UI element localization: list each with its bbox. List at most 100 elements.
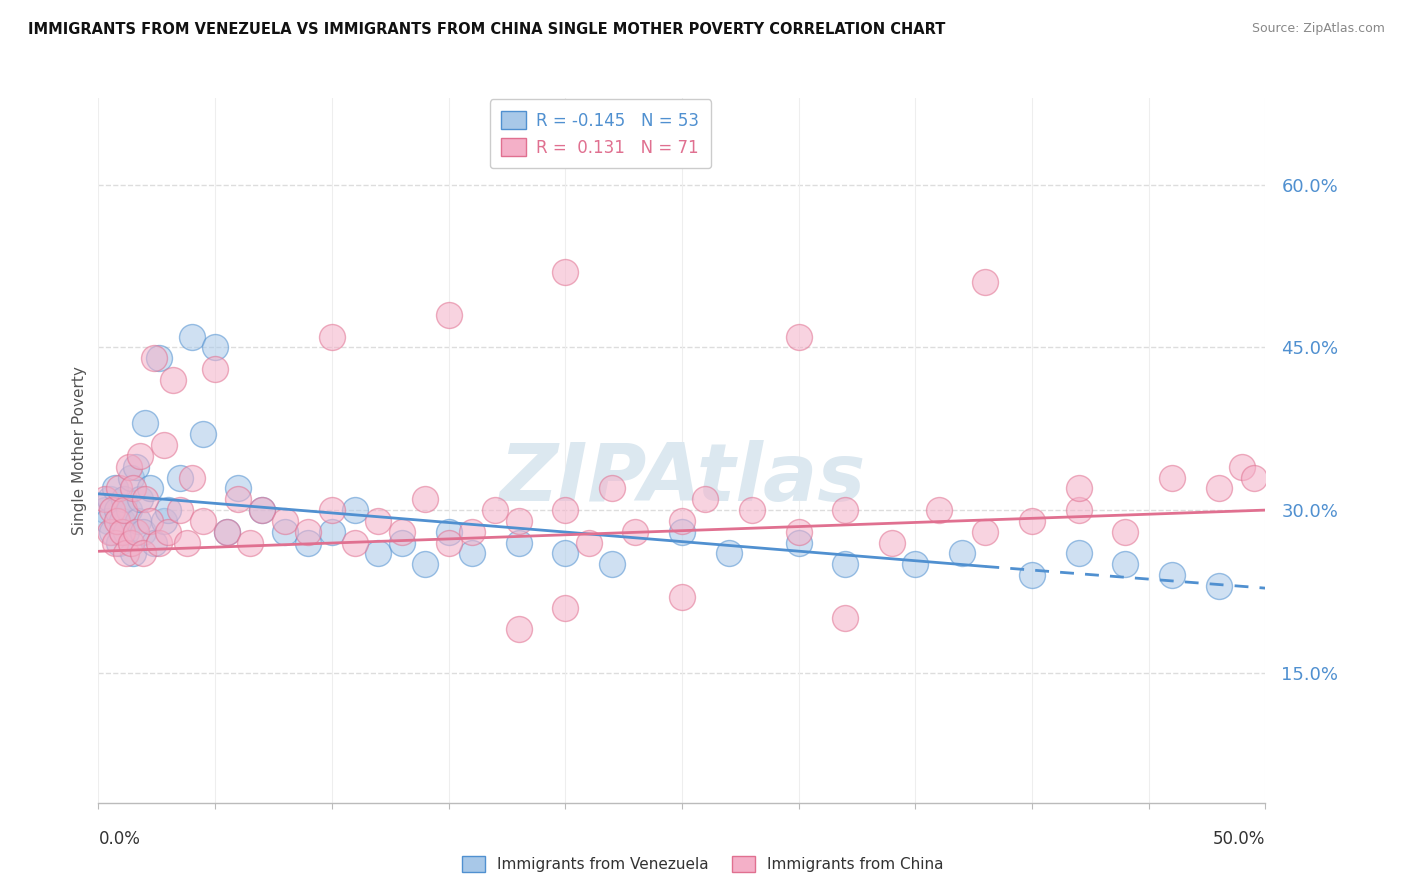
Point: [204, 341, 226, 355]
Point: [974, 524, 997, 539]
Point: [554, 264, 576, 278]
Point: [125, 459, 148, 474]
Legend: Immigrants from Venezuela, Immigrants from China: Immigrants from Venezuela, Immigrants fr…: [454, 848, 952, 880]
Point: [152, 514, 174, 528]
Point: [120, 535, 142, 549]
Point: [101, 503, 124, 517]
Point: [554, 600, 576, 615]
Point: [1021, 514, 1043, 528]
Point: [928, 503, 950, 517]
Point: [112, 503, 135, 517]
Point: [132, 524, 155, 539]
Point: [950, 546, 973, 560]
Point: [437, 535, 460, 549]
Point: [461, 524, 484, 539]
Point: [98, 492, 121, 507]
Point: [695, 492, 717, 507]
Point: [391, 524, 413, 539]
Point: [228, 482, 250, 496]
Point: [1208, 579, 1230, 593]
Point: [741, 503, 763, 517]
Point: [162, 373, 184, 387]
Point: [97, 514, 120, 528]
Point: [1208, 482, 1230, 496]
Point: [94, 503, 117, 517]
Point: [413, 558, 436, 572]
Point: [600, 482, 623, 496]
Point: [157, 524, 180, 539]
Point: [624, 524, 647, 539]
Point: [508, 623, 530, 637]
Point: [122, 482, 145, 496]
Point: [101, 524, 124, 539]
Point: [239, 535, 262, 549]
Point: [98, 524, 121, 539]
Point: [834, 503, 856, 517]
Point: [193, 514, 215, 528]
Point: [321, 329, 343, 343]
Point: [437, 524, 460, 539]
Point: [274, 524, 297, 539]
Point: [112, 492, 135, 507]
Point: [1021, 568, 1043, 582]
Point: [105, 514, 128, 528]
Point: [104, 482, 127, 496]
Point: [111, 524, 134, 539]
Point: [148, 351, 170, 366]
Point: [508, 535, 530, 549]
Point: [787, 524, 810, 539]
Point: [344, 503, 367, 517]
Text: 50.0%: 50.0%: [1213, 830, 1265, 848]
Point: [671, 590, 693, 604]
Point: [367, 514, 389, 528]
Point: [180, 470, 202, 484]
Point: [297, 524, 319, 539]
Point: [127, 514, 149, 528]
Point: [1161, 470, 1184, 484]
Point: [120, 470, 142, 484]
Point: [1114, 558, 1136, 572]
Point: [671, 514, 693, 528]
Point: [1161, 568, 1184, 582]
Point: [578, 535, 600, 549]
Point: [367, 546, 389, 560]
Point: [134, 417, 156, 431]
Legend: R = -0.145   N = 53, R =  0.131   N = 71: R = -0.145 N = 53, R = 0.131 N = 71: [489, 99, 711, 169]
Point: [787, 329, 810, 343]
Point: [193, 427, 215, 442]
Point: [115, 524, 138, 539]
Point: [169, 503, 191, 517]
Point: [1243, 470, 1265, 484]
Text: ZIPAtlas: ZIPAtlas: [499, 440, 865, 517]
Point: [274, 514, 297, 528]
Point: [157, 503, 180, 517]
Point: [129, 492, 152, 507]
Point: [132, 546, 155, 560]
Point: [413, 492, 436, 507]
Point: [1067, 546, 1090, 560]
Point: [125, 524, 148, 539]
Point: [671, 524, 693, 539]
Point: [250, 503, 273, 517]
Point: [204, 362, 226, 376]
Point: [118, 459, 141, 474]
Point: [108, 482, 131, 496]
Point: [129, 449, 152, 463]
Point: [104, 535, 127, 549]
Point: [834, 558, 856, 572]
Point: [134, 492, 156, 507]
Point: [484, 503, 506, 517]
Point: [461, 546, 484, 560]
Point: [554, 546, 576, 560]
Point: [297, 535, 319, 549]
Point: [554, 503, 576, 517]
Point: [344, 535, 367, 549]
Point: [94, 492, 117, 507]
Point: [250, 503, 273, 517]
Point: [904, 558, 927, 572]
Point: [139, 482, 162, 496]
Point: [717, 546, 740, 560]
Point: [215, 524, 238, 539]
Point: [122, 546, 145, 560]
Text: Source: ZipAtlas.com: Source: ZipAtlas.com: [1251, 22, 1385, 36]
